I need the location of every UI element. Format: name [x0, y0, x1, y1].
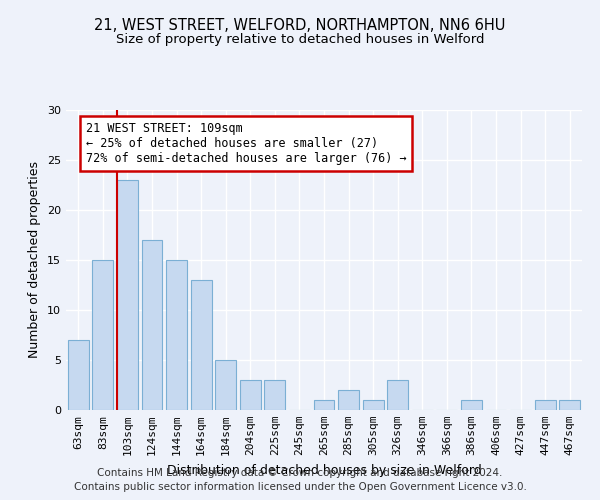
Bar: [191, 280, 212, 410]
X-axis label: Distribution of detached houses by size in Welford: Distribution of detached houses by size …: [167, 464, 481, 476]
Bar: [117, 180, 138, 410]
Bar: [362, 400, 383, 410]
Bar: [142, 240, 163, 410]
Text: Contains HM Land Registry data © Crown copyright and database right 2024.: Contains HM Land Registry data © Crown c…: [97, 468, 503, 477]
Bar: [92, 260, 113, 410]
Text: Contains public sector information licensed under the Open Government Licence v3: Contains public sector information licen…: [74, 482, 526, 492]
Bar: [215, 360, 236, 410]
Y-axis label: Number of detached properties: Number of detached properties: [28, 162, 41, 358]
Bar: [68, 340, 89, 410]
Bar: [387, 380, 408, 410]
Text: 21, WEST STREET, WELFORD, NORTHAMPTON, NN6 6HU: 21, WEST STREET, WELFORD, NORTHAMPTON, N…: [94, 18, 506, 32]
Text: 21 WEST STREET: 109sqm
← 25% of detached houses are smaller (27)
72% of semi-det: 21 WEST STREET: 109sqm ← 25% of detached…: [86, 122, 406, 165]
Bar: [559, 400, 580, 410]
Bar: [314, 400, 334, 410]
Text: Size of property relative to detached houses in Welford: Size of property relative to detached ho…: [116, 32, 484, 46]
Bar: [535, 400, 556, 410]
Bar: [461, 400, 482, 410]
Bar: [265, 380, 286, 410]
Bar: [338, 390, 359, 410]
Bar: [240, 380, 261, 410]
Bar: [166, 260, 187, 410]
